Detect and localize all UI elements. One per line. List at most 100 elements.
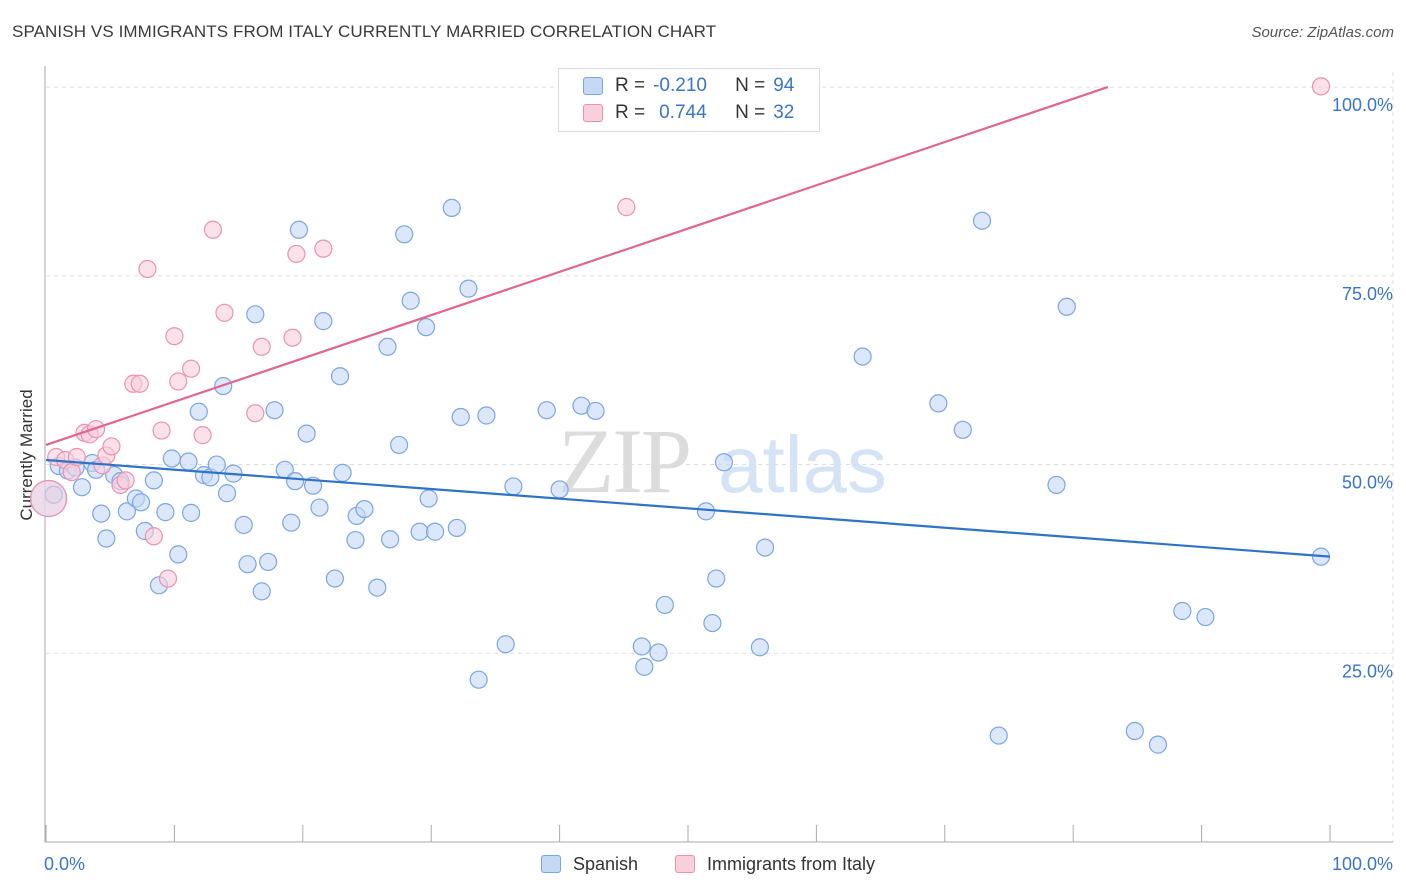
- italy-point: [193, 426, 212, 445]
- bottom-legend-italy[interactable]: Immigrants from Italy: [675, 851, 875, 877]
- spanish-point: [346, 530, 365, 550]
- legend-r-label: R =: [615, 102, 646, 123]
- y-tick-label: 50.0%: [1342, 473, 1393, 493]
- y-tick-label: 100.0%: [1332, 95, 1393, 115]
- italy-point: [314, 239, 333, 258]
- spanish-point: [217, 484, 237, 503]
- spanish-point: [207, 455, 226, 474]
- legend-r-value: 0.744: [659, 102, 707, 123]
- spanish-point: [368, 578, 387, 597]
- spanish-point: [750, 638, 770, 657]
- spanish-point: [378, 337, 397, 356]
- spanish-point: [714, 453, 734, 472]
- spanish-point: [929, 394, 948, 413]
- y-tick-labels: 25.0% 50.0% 75.0% 100.0%: [1332, 95, 1393, 681]
- spanish-trend-line: [45, 458, 1331, 558]
- watermark-atlas: atlas: [718, 420, 887, 509]
- spanish-point: [410, 522, 429, 541]
- spanish-point: [289, 220, 309, 239]
- italy-point: [138, 259, 157, 279]
- spanish-point: [330, 367, 350, 386]
- legend-swatch-pink: [675, 855, 695, 873]
- spanish-point: [325, 569, 344, 588]
- spanish-point: [1148, 735, 1168, 754]
- y-tick-label: 25.0%: [1342, 661, 1393, 681]
- source-label: Source: ZipAtlas.com: [1251, 24, 1394, 41]
- spanish-point: [265, 401, 284, 420]
- spanish-point: [1057, 297, 1076, 316]
- spanish-point: [117, 502, 136, 521]
- bottom-legend-spanish[interactable]: Spanish: [541, 851, 638, 877]
- spanish-point: [451, 407, 470, 427]
- italy-point: [152, 421, 171, 440]
- spanish-point: [953, 420, 972, 439]
- axes: [44, 66, 1393, 843]
- spanish-point: [246, 305, 265, 324]
- spanish-point: [496, 635, 515, 654]
- spanish-point: [252, 582, 271, 601]
- spanish-point: [355, 499, 374, 519]
- italy-point: [246, 404, 265, 423]
- legend-r-value: -0.210: [653, 75, 707, 96]
- legend-label-spanish: Spanish: [573, 853, 639, 874]
- italy-trend-line: [45, 86, 1109, 446]
- italy-point: [283, 328, 302, 347]
- x-tick-label-min: 0.0%: [44, 854, 85, 874]
- spanish-point: [179, 452, 198, 471]
- italy-point: [116, 471, 135, 490]
- spanish-point: [755, 538, 775, 557]
- legend-n-value: 32: [773, 102, 795, 123]
- spanish-point: [259, 552, 278, 572]
- spanish-point: [1196, 607, 1215, 627]
- spanish-point: [310, 498, 329, 517]
- spanish-point: [416, 318, 436, 337]
- x-tick-label-max: 100.0%: [1332, 854, 1393, 874]
- italy-point: [165, 327, 184, 346]
- italy-point: [203, 220, 223, 239]
- italy-point: [130, 374, 149, 393]
- spanish-point: [550, 480, 569, 499]
- legend-n-label: N =: [735, 102, 766, 123]
- spanish-point: [989, 726, 1008, 745]
- spanish-point: [189, 402, 208, 421]
- spanish-point: [395, 225, 414, 244]
- legend-label-italy: Immigrants from Italy: [707, 853, 876, 874]
- spanish-point: [97, 529, 116, 548]
- spanish-point: [72, 478, 92, 497]
- italy-point: [252, 337, 271, 356]
- spanish-point: [707, 569, 726, 588]
- spanish-point: [696, 502, 716, 521]
- spanish-point: [381, 530, 400, 549]
- spanish-point: [144, 471, 163, 490]
- italy-point: [158, 569, 178, 588]
- spanish-point: [972, 211, 992, 230]
- italy-point: [181, 359, 201, 378]
- spanish-point: [1047, 475, 1066, 495]
- italy-point: [144, 527, 163, 546]
- spanish-point: [703, 613, 722, 633]
- spanish-point: [447, 518, 466, 538]
- trend-lines: [45, 86, 1331, 558]
- legend-swatch-blue: [583, 77, 603, 95]
- italy-point: [29, 479, 68, 518]
- italy-point: [617, 198, 636, 217]
- spanish-point: [442, 198, 461, 217]
- legend-n-value: 94: [773, 75, 795, 96]
- spanish-point: [92, 504, 111, 523]
- italy-point: [169, 372, 188, 391]
- italy-point: [287, 244, 306, 264]
- spanish-point: [504, 477, 523, 496]
- spanish-point: [537, 401, 556, 420]
- spanish-point: [131, 493, 151, 512]
- spanish-point: [297, 424, 316, 443]
- spanish-point: [635, 657, 654, 676]
- italy-point: [62, 462, 81, 482]
- legend-swatch-blue: [541, 855, 561, 873]
- spanish-point: [285, 472, 305, 491]
- italy-point: [1311, 77, 1331, 96]
- spanish-point: [469, 670, 488, 689]
- italy-point: [215, 303, 234, 322]
- spanish-point: [333, 463, 352, 482]
- spanish-point: [314, 312, 333, 331]
